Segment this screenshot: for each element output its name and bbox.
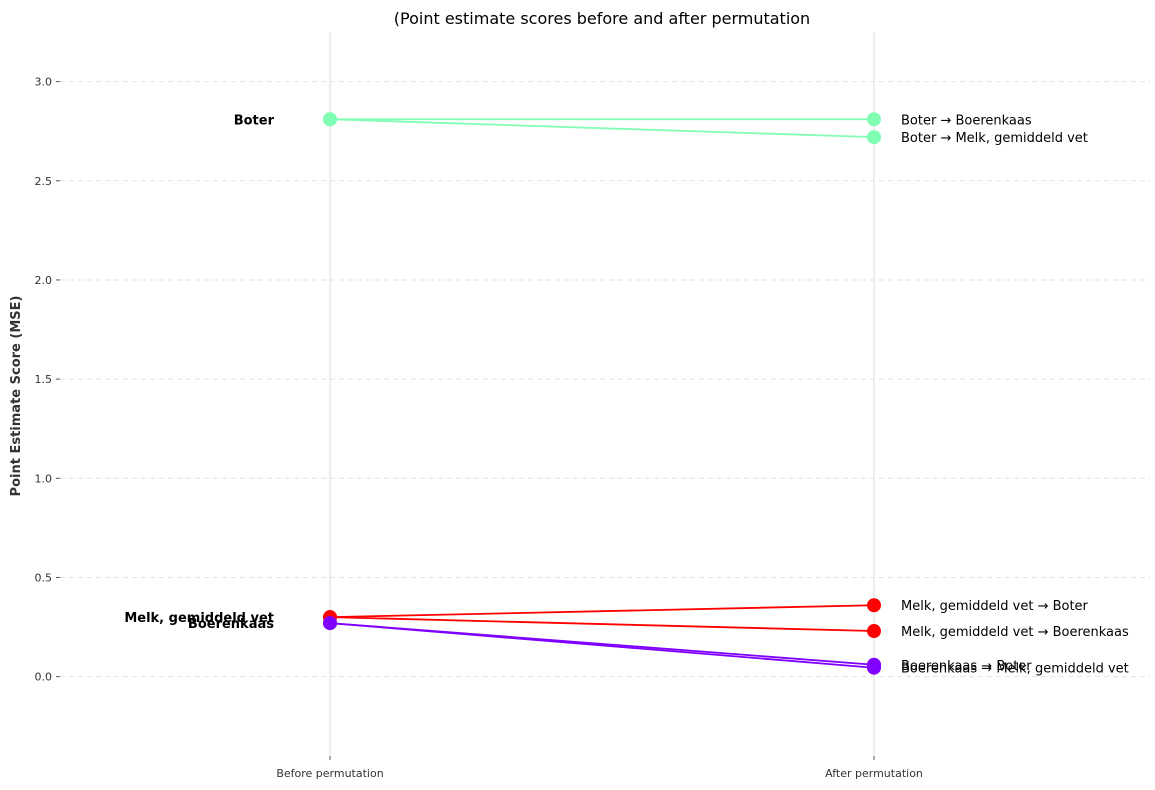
axis-layer: 0.0 0.5 1.0 1.5 2.0 2.5 3.0 Before permutation A… (35, 76, 923, 780)
grid-layer (60, 32, 1150, 756)
point-after (867, 112, 881, 127)
point-after (867, 130, 881, 145)
before-label: Boter (234, 113, 275, 128)
after-label: Melk, gemiddeld vet → Boter (901, 599, 1089, 614)
y-tick-label: 2.0 (35, 274, 53, 287)
y-tick-label: 0.0 (35, 671, 53, 684)
after-label: Boter → Boerenkaas (901, 113, 1032, 128)
after-label: Boter → Melk, gemiddeld vet (901, 131, 1088, 146)
series-line (329, 622, 875, 669)
point-before (323, 616, 337, 631)
after-label: Boerenkaas → Melk, gemiddeld vet (901, 662, 1129, 677)
chart-title: (Point estimate scores before and after … (394, 9, 810, 28)
y-tick-label: 0.5 (35, 571, 53, 584)
x-tick-label: After permutation (825, 767, 923, 780)
after-label: Melk, gemiddeld vet → Boerenkaas (901, 625, 1129, 640)
before-label: Melk, gemiddeld vet (124, 611, 274, 626)
series-labels: Boter → Boerenkaas Boter → Melk, gemiddel… (124, 113, 1129, 676)
series-line (329, 616, 875, 632)
after-label: Boerenkaas → Boter (901, 659, 1032, 674)
point-after (867, 660, 881, 675)
y-tick-label: 1.0 (35, 472, 53, 485)
series-points (323, 112, 881, 675)
y-tick-label: 1.5 (35, 373, 53, 386)
series-line (329, 604, 875, 619)
y-tick-label: 3.0 (35, 76, 53, 89)
point-after (867, 598, 881, 613)
series-line (329, 118, 875, 139)
series-lines (329, 118, 875, 669)
x-tick-label: Before permutation (276, 767, 383, 780)
point-before (323, 112, 337, 127)
y-axis-label: Point Estimate Score (MSE) (9, 296, 24, 497)
point-after (867, 624, 881, 639)
before-label: Boerenkaas (188, 617, 274, 632)
y-tick-label: 2.5 (35, 175, 53, 188)
